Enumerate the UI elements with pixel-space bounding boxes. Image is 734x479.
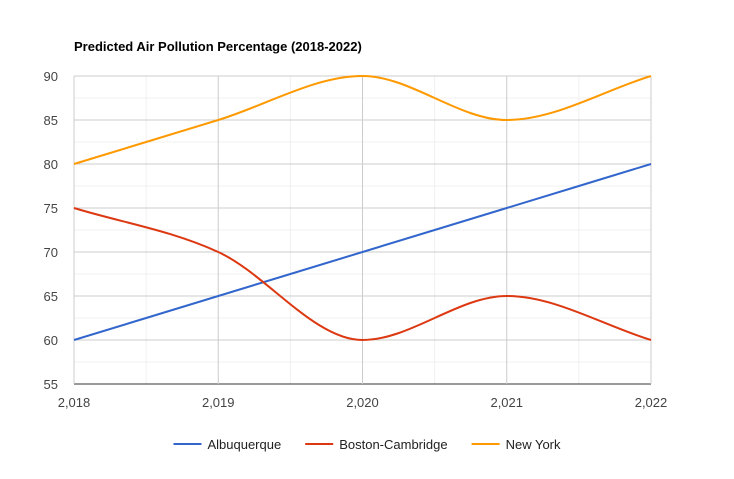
y-tick-label: 85 [44, 113, 58, 128]
y-tick-label: 70 [44, 245, 58, 260]
x-tick-label: 2,021 [490, 395, 523, 410]
x-tick-label: 2,019 [202, 395, 235, 410]
legend-label: Albuquerque [207, 437, 281, 452]
legend-item-albuquerque[interactable]: Albuquerque [173, 437, 281, 452]
series-lines [73, 74, 652, 342]
series-line-new-york[interactable] [73, 74, 652, 165]
x-tick-label: 2,018 [58, 395, 91, 410]
y-tick-label: 55 [44, 377, 58, 392]
x-tick-label: 2,020 [346, 395, 379, 410]
y-tick-label: 80 [44, 157, 58, 172]
y-axis-tick-labels: 55 60 65 70 75 80 85 90 [44, 69, 58, 392]
x-axis-tick-labels: 2,018 2,019 2,020 2,021 2,022 [58, 395, 668, 410]
chart-title: Predicted Air Pollution Percentage (2018… [74, 39, 362, 54]
y-tick-label: 60 [44, 333, 58, 348]
x-tick-label: 2,022 [635, 395, 668, 410]
legend-item-boston-cambridge[interactable]: Boston-Cambridge [305, 437, 448, 452]
legend-label: New York [506, 437, 561, 452]
legend-label: Boston-Cambridge [339, 437, 447, 452]
legend-item-new-york[interactable]: New York [471, 437, 561, 452]
legend[interactable]: Albuquerque Boston-Cambridge New York [173, 437, 561, 452]
y-tick-label: 75 [44, 201, 58, 216]
y-tick-label: 90 [44, 69, 58, 84]
series-line-boston-cambridge[interactable] [73, 207, 652, 342]
y-tick-label: 65 [44, 289, 58, 304]
series-line-albuquerque[interactable] [73, 163, 652, 341]
